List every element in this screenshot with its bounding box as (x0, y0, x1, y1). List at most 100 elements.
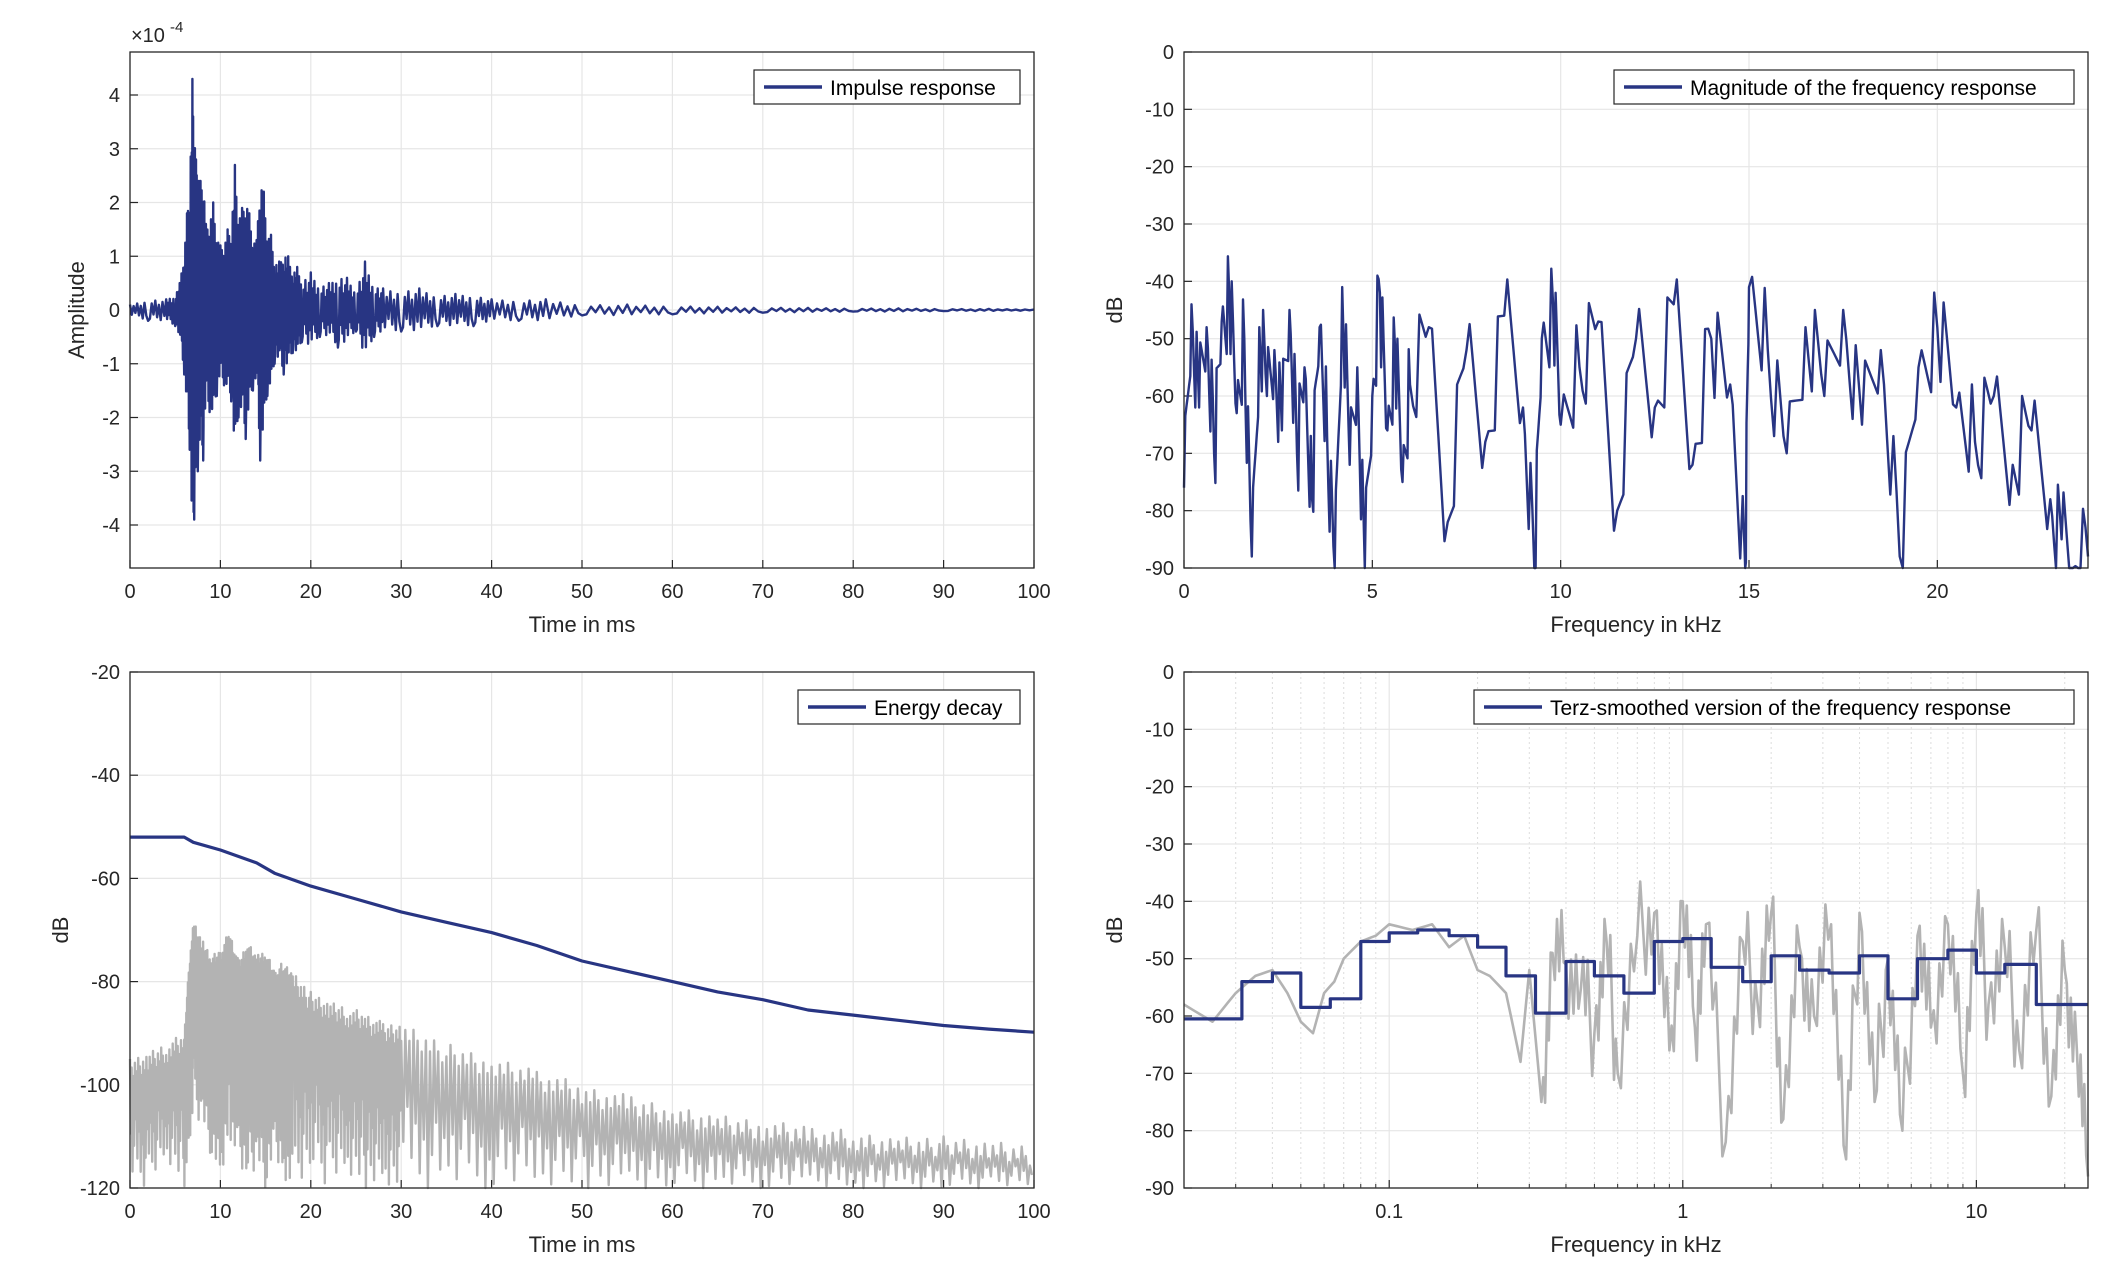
series-magnitude (1182, 255, 2090, 570)
y-tick-label: -40 (1145, 271, 1174, 293)
series-terz (1183, 880, 2090, 1177)
y-tick-label: -80 (1145, 1121, 1174, 1143)
x-tick-label: 90 (932, 1201, 954, 1223)
y-tick-label: 0 (1163, 662, 1174, 684)
axes-magnitude: 0 5 10 15 20 0 -10 -20 -30 -40 -50 -60 -70 -80 -90 Freq… (1102, 42, 2088, 637)
y-tick-label: 0 (1163, 42, 1174, 64)
x-tick-label: 40 (480, 581, 502, 603)
y-tick-label: 2 (109, 193, 120, 215)
legend: Terz-smoothed version of the frequency r… (1473, 689, 2075, 725)
y-tick-label: -30 (1145, 214, 1174, 236)
y-exponent-label: ×10 -4 (131, 19, 183, 47)
x-tick-label: 50 (571, 581, 593, 603)
impulse-response-line (128, 77, 1035, 521)
x-tick-label: 10 (209, 581, 231, 603)
y-tick-label: -20 (1145, 777, 1174, 799)
x-tick-label: 100 (1017, 581, 1050, 603)
x-axis-label: Frequency in kHz (1550, 1232, 1721, 1257)
axes-box (1183, 671, 2089, 1189)
y-tick-label: 3 (109, 139, 120, 161)
y-axis-label: dB (1102, 917, 1127, 944)
x-tick-label: 0 (124, 581, 135, 603)
legend-label: Impulse response (830, 77, 996, 100)
y-tick-label: -3 (102, 461, 120, 483)
y-tick-label: -1 (102, 354, 120, 376)
plot-background (1184, 52, 2088, 568)
y-tick-label: -80 (91, 972, 120, 994)
y-tick-label: -100 (80, 1075, 120, 1097)
y-tick-label: -4 (102, 515, 120, 537)
x-tick-label: 70 (752, 1201, 774, 1223)
y-tick-label: -60 (1145, 386, 1174, 408)
energy-decay-line (130, 835, 1035, 1034)
y-tick-label: -80 (1145, 501, 1174, 523)
x-tick-label: 10 (1965, 1201, 1987, 1223)
x-tick-label: 80 (842, 581, 864, 603)
series-energy (128, 835, 1035, 1190)
y-tick-label: -70 (1145, 1063, 1174, 1085)
y-tick-label: -2 (102, 408, 120, 430)
x-tick-label: 30 (390, 1201, 412, 1223)
x-tick-label: 80 (842, 1201, 864, 1223)
series-impulse-response (128, 77, 1035, 521)
x-tick-label: 100 (1017, 1201, 1050, 1223)
x-tick-label: 70 (752, 581, 774, 603)
x-tick-label: 20 (300, 581, 322, 603)
y-tick-label: 0 (109, 300, 120, 322)
legend-label: Terz-smoothed version of the frequency r… (1550, 697, 2011, 720)
x-axis-label: Time in ms (529, 612, 636, 637)
energy-raw-line (128, 925, 1034, 1190)
legend: Energy decay (797, 689, 1021, 725)
x-tick-label: 0 (124, 1201, 135, 1223)
axes-box (1183, 51, 2089, 569)
legend: Magnitude of the frequency response (1613, 69, 2075, 105)
y-tick-label: 4 (109, 85, 120, 107)
x-tick-label: 50 (571, 1201, 593, 1223)
exponent-power: -4 (170, 19, 183, 36)
terz-raw-line (1183, 880, 2090, 1177)
legend-label: Energy decay (874, 697, 1003, 720)
magnitude-line (1182, 255, 2090, 570)
y-tick-label: -30 (1145, 834, 1174, 856)
x-tick-label: 0.1 (1375, 1201, 1403, 1223)
x-tick-label: 5 (1367, 581, 1378, 603)
plot-background (1184, 672, 2088, 1188)
x-tick-label: 30 (390, 581, 412, 603)
exponent-base: ×10 (131, 25, 165, 47)
y-axis-label: Amplitude (64, 261, 89, 359)
y-tick-label: -70 (1145, 443, 1174, 465)
y-tick-label: -50 (1145, 329, 1174, 351)
x-axis-label: Frequency in kHz (1550, 612, 1721, 637)
x-tick-label: 1 (1677, 1201, 1688, 1223)
y-tick-label: -40 (1145, 891, 1174, 913)
x-tick-label: 60 (661, 1201, 683, 1223)
axes-box (129, 671, 1035, 1189)
y-tick-label: -50 (1145, 949, 1174, 971)
y-axis-label: dB (1102, 297, 1127, 324)
y-tick-label: 1 (109, 246, 120, 268)
legend-label: Magnitude of the frequency response (1690, 77, 2037, 100)
y-axis-label: dB (48, 917, 73, 944)
x-axis-label: Time in ms (529, 1232, 636, 1257)
x-tick-label: 60 (661, 581, 683, 603)
y-tick-label: -10 (1145, 719, 1174, 741)
x-tick-label: 10 (209, 1201, 231, 1223)
y-tick-label: -20 (91, 662, 120, 684)
terz-smoothed-line (1184, 928, 2088, 1021)
axes-box (129, 51, 1035, 569)
y-tick-label: -40 (91, 765, 120, 787)
y-tick-label: -20 (1145, 157, 1174, 179)
x-tick-label: 20 (1926, 581, 1948, 603)
x-tick-label: 10 (1550, 581, 1572, 603)
x-tick-label: 20 (300, 1201, 322, 1223)
x-tick-label: 90 (932, 581, 954, 603)
y-tick-label: -90 (1145, 1178, 1174, 1200)
x-tick-label: 15 (1738, 581, 1760, 603)
x-tick-label: 0 (1178, 581, 1189, 603)
y-tick-label: -60 (1145, 1006, 1174, 1028)
legend-box (1613, 69, 2075, 105)
x-tick-label: 40 (480, 1201, 502, 1223)
y-tick-label: -10 (1145, 99, 1174, 121)
y-tick-label: -90 (1145, 558, 1174, 580)
